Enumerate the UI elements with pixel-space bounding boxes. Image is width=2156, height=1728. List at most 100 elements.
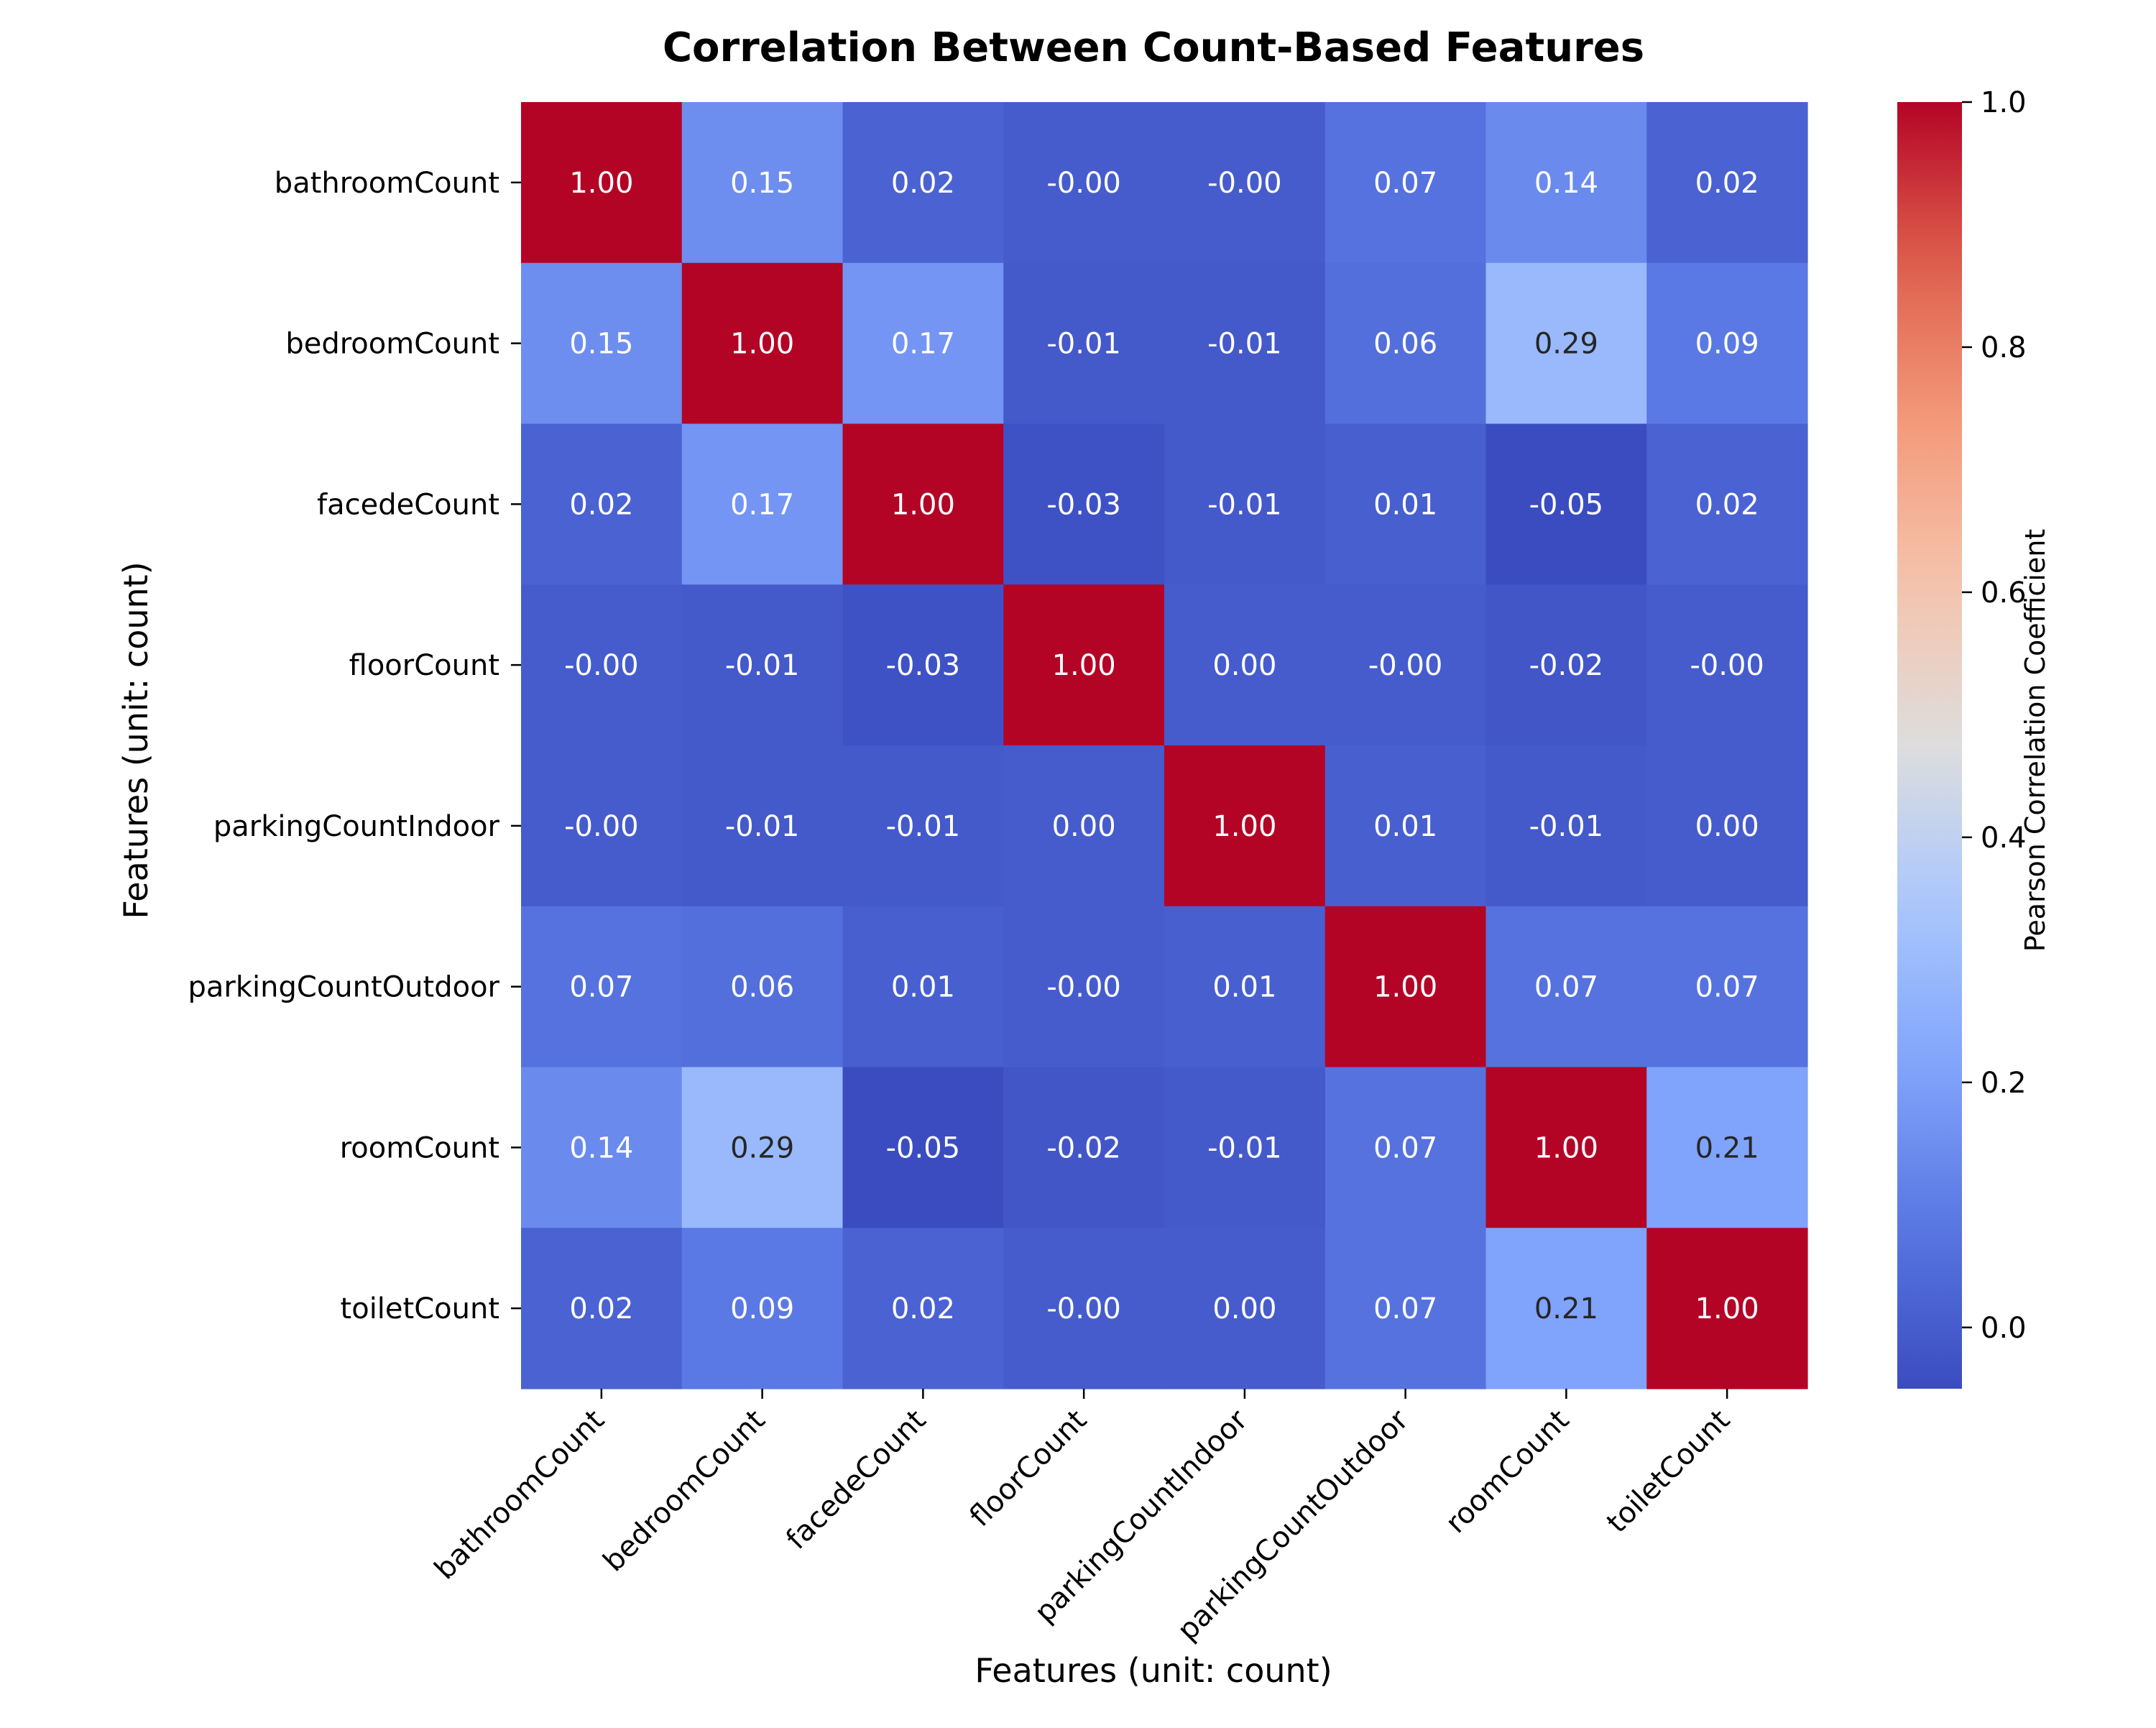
heatmap-cell bbox=[1485, 1228, 1647, 1389]
heatmap-cell bbox=[1646, 423, 1808, 585]
heatmap-cell bbox=[1646, 1228, 1808, 1389]
cell-annotation: -0.00 bbox=[1690, 649, 1764, 682]
y-tick-label: toiletCount bbox=[341, 1292, 499, 1325]
heatmap-cell bbox=[521, 906, 683, 1068]
cell-annotation: 0.01 bbox=[891, 971, 955, 1004]
heatmap-cell bbox=[521, 1067, 683, 1228]
heatmap-cell bbox=[1485, 102, 1647, 264]
heatmap-cell bbox=[681, 423, 844, 585]
heatmap-cell bbox=[521, 423, 683, 585]
cell-annotation: -0.00 bbox=[564, 810, 639, 843]
heatmap-cell bbox=[1003, 262, 1165, 425]
y-tick-label: parkingCountIndoor bbox=[213, 810, 500, 843]
x-tick-label: floorCount bbox=[964, 1404, 1094, 1534]
heatmap-cell bbox=[1325, 102, 1487, 264]
heatmap-cell bbox=[521, 1228, 683, 1389]
heatmap-cell bbox=[1485, 1067, 1647, 1228]
colorbar-tick-label: 1.0 bbox=[1981, 86, 2027, 119]
cell-annotation: -0.05 bbox=[1529, 488, 1604, 521]
cell-annotation: -0.01 bbox=[1207, 1131, 1282, 1164]
heatmap-cell bbox=[681, 745, 844, 907]
cell-annotation: 0.29 bbox=[730, 1131, 794, 1164]
colorbar-gradient bbox=[1897, 102, 1962, 1389]
heatmap-cell bbox=[1164, 102, 1326, 264]
colorbar: 0.0 0.2 0.4 0.6 0.8 1.0 bbox=[1897, 86, 2027, 1389]
heatmap-cell bbox=[1003, 584, 1165, 746]
cell-annotation: 0.02 bbox=[1695, 167, 1759, 200]
y-axis-ticks: bathroomCount bedroomCount facedeCount floo… bbox=[188, 167, 521, 1325]
heatmap-cell bbox=[842, 1067, 1004, 1228]
chart-title: Correlation Between Count-Based Features bbox=[663, 24, 1644, 71]
x-tick-label: facedeCount bbox=[780, 1404, 932, 1556]
y-tick-label: facedeCount bbox=[317, 488, 499, 521]
heatmap-cell bbox=[1164, 745, 1326, 907]
cell-annotation: 0.01 bbox=[1373, 488, 1437, 521]
cell-annotation: 0.09 bbox=[1695, 328, 1759, 361]
colorbar-tick-label: 0.0 bbox=[1981, 1312, 2027, 1345]
cell-annotation: 0.09 bbox=[730, 1292, 794, 1325]
x-tick-label: roomCount bbox=[1439, 1404, 1576, 1540]
heatmap-cell bbox=[1325, 1067, 1487, 1228]
heatmap-cell bbox=[1646, 1067, 1808, 1228]
heatmap-cell bbox=[1646, 745, 1808, 907]
cell-annotation: 0.21 bbox=[1534, 1292, 1598, 1325]
cell-annotation: 0.00 bbox=[1212, 649, 1276, 682]
cell-annotation: -0.00 bbox=[564, 649, 639, 682]
colorbar-tick-label: 0.8 bbox=[1981, 331, 2027, 364]
heatmap-cell bbox=[1003, 1067, 1165, 1228]
heatmap-cell bbox=[1485, 906, 1647, 1068]
heatmap-cell bbox=[681, 906, 844, 1068]
cell-annotation: 0.14 bbox=[1534, 167, 1598, 200]
heatmap-cell bbox=[681, 262, 844, 425]
heatmap-cell bbox=[1646, 262, 1808, 425]
heatmap-cell bbox=[1164, 1228, 1326, 1389]
heatmap-cell bbox=[521, 745, 683, 907]
cell-annotation: 0.00 bbox=[1695, 810, 1759, 843]
cell-annotation: 0.07 bbox=[1373, 1131, 1437, 1164]
cell-annotation: 0.14 bbox=[569, 1131, 633, 1164]
cell-annotation: 0.07 bbox=[1373, 1292, 1437, 1325]
cell-annotation: -0.00 bbox=[1046, 167, 1121, 200]
heatmap-cell bbox=[842, 262, 1004, 425]
heatmap-cell bbox=[681, 584, 844, 746]
cell-annotation: 0.21 bbox=[1695, 1131, 1759, 1164]
heatmap-cell bbox=[1325, 262, 1487, 425]
cell-annotation: -0.01 bbox=[1207, 328, 1282, 361]
cell-annotation: -0.01 bbox=[1529, 810, 1604, 843]
cell-annotation: -0.00 bbox=[1207, 167, 1282, 200]
cell-annotation: 0.17 bbox=[891, 328, 955, 361]
cell-annotation: -0.01 bbox=[1207, 488, 1282, 521]
cell-annotation: 0.00 bbox=[1212, 1292, 1276, 1325]
cell-annotation: -0.03 bbox=[886, 649, 961, 682]
cell-annotation: 0.07 bbox=[1695, 971, 1759, 1004]
cell-annotation: -0.00 bbox=[1046, 971, 1121, 1004]
cell-annotation: 0.06 bbox=[1373, 328, 1437, 361]
y-tick-label: roomCount bbox=[340, 1131, 499, 1164]
cell-annotation: -0.02 bbox=[1529, 649, 1604, 682]
cell-annotation: -0.01 bbox=[725, 810, 800, 843]
heatmap-cell bbox=[1485, 745, 1647, 907]
y-tick-label: floorCount bbox=[349, 649, 499, 682]
cell-annotation: -0.05 bbox=[886, 1131, 961, 1164]
heatmap-cell bbox=[842, 906, 1004, 1068]
cell-annotation: 1.00 bbox=[1212, 810, 1276, 843]
y-axis-label: Features (unit: count) bbox=[116, 561, 155, 919]
y-tick-label: bathroomCount bbox=[275, 167, 499, 200]
heatmap-cell bbox=[842, 423, 1004, 585]
heatmap-cell bbox=[1164, 584, 1326, 746]
heatmap-cell bbox=[1325, 745, 1487, 907]
cell-annotation: 1.00 bbox=[1052, 649, 1116, 682]
heatmap-cell bbox=[1164, 906, 1326, 1068]
heatmap-cell bbox=[681, 102, 844, 264]
cell-annotation: -0.01 bbox=[1046, 328, 1121, 361]
cell-annotation: 0.07 bbox=[1534, 971, 1598, 1004]
cell-annotation: 0.02 bbox=[891, 1292, 955, 1325]
cell-annotations: 1.00 0.15 0.02 -0.00 -0.00 0.07 0.14 0.02 0.15 1.… bbox=[564, 167, 1764, 1325]
heatmap-cell bbox=[1003, 423, 1165, 585]
cell-annotation: -0.00 bbox=[1046, 1292, 1121, 1325]
heatmap-cell bbox=[1485, 423, 1647, 585]
cell-annotation: 0.15 bbox=[569, 328, 633, 361]
cell-annotation: -0.01 bbox=[886, 810, 961, 843]
